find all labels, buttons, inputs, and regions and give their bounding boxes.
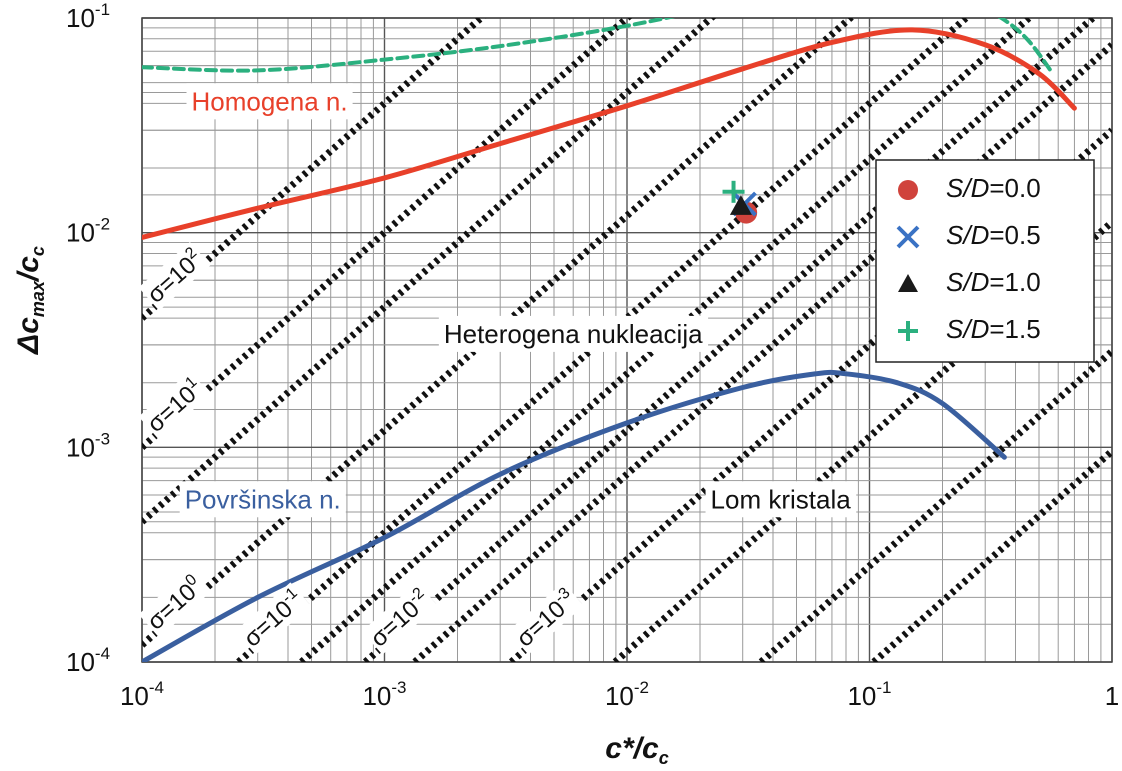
legend-entry-label: S/D=1.5	[946, 314, 1041, 344]
sigma-line	[142, 18, 633, 450]
sigma-line	[142, 18, 717, 525]
data-point-plus	[722, 180, 745, 203]
plot-frame	[141, 17, 1113, 663]
region-label-lom: Lom kristala	[711, 484, 852, 514]
x-tick-label: 10-3	[362, 678, 406, 711]
sigma-line	[871, 448, 1112, 662]
sigma-line	[142, 18, 856, 648]
curves	[142, 18, 1077, 662]
legend-marker-triangle	[898, 274, 918, 292]
marker-stroke	[896, 225, 920, 249]
data-points	[722, 180, 758, 224]
axis-titles: c*/cc Δcmax/cc	[12, 246, 669, 768]
region-label-bg	[179, 481, 346, 518]
sigma-line	[362, 18, 1099, 662]
legend-marker-x	[896, 225, 920, 249]
sigma-label-bg	[138, 242, 211, 311]
legend: S/D=0.0 S/D=0.5 S/D=1.0 S/D=1.5	[875, 159, 1095, 363]
sigma-label-bg	[138, 568, 211, 638]
y-tick-label: 10-1	[66, 0, 110, 33]
legend-marker-circle	[898, 180, 918, 200]
sigma-line	[508, 127, 1112, 662]
legend-entry-label: S/D=1.0	[946, 267, 1041, 297]
sigma-line	[412, 42, 1112, 662]
legend-entry-label: S/D=0.0	[946, 173, 1041, 203]
x-tick-label: 10-4	[120, 678, 164, 711]
sigma-label-bg	[138, 371, 211, 440]
legend-marker-plus	[898, 321, 918, 341]
x-tick-label: 1	[1105, 681, 1119, 711]
region-label-homogena: Homogena n.	[191, 86, 347, 116]
region-label-bg	[438, 315, 709, 352]
curve-povrsinska	[142, 369, 1007, 662]
region-label-povrsinska: Površinska n.	[185, 484, 341, 514]
region-label-bg	[186, 83, 353, 120]
sigma-label-bg	[235, 582, 311, 655]
curve-homogena	[142, 27, 1077, 240]
tick-labels: 10-4 10-3 10-2 10-1 1 10-4 10-3 10-2 10-1	[66, 0, 1119, 711]
x-axis-title: c*/cc	[605, 732, 668, 768]
y-tick-label: 10-3	[66, 429, 110, 462]
data-point-triangle	[729, 195, 752, 215]
curve-upper-green	[142, 18, 676, 73]
curve-upper-green-right	[997, 18, 1055, 76]
x-tick-label: 10-1	[847, 678, 891, 711]
sigma-line	[758, 348, 1112, 662]
y-tick-label: 10-4	[66, 644, 110, 677]
sigma-label-bg	[361, 582, 438, 655]
y-axis-title: Δcmax/cc	[12, 246, 48, 355]
grid	[141, 17, 1113, 663]
y-tick-label: 10-2	[66, 215, 110, 248]
legend-entry-label: S/D=0.5	[946, 220, 1041, 250]
sigma-label-bg	[507, 582, 584, 655]
region-label-bg	[705, 481, 857, 518]
region-labels: Homogena n. Heterogena nukleacija Površins…	[179, 83, 857, 518]
region-label-heterogena: Heterogena nukleacija	[444, 319, 703, 349]
x-tick-label: 10-2	[605, 678, 649, 711]
